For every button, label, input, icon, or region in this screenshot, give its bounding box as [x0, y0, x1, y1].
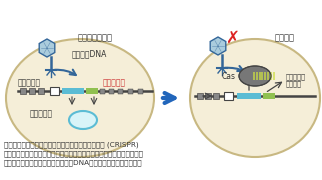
Bar	[264, 72, 266, 80]
Bar	[100, 89, 105, 93]
Bar	[128, 89, 133, 93]
Ellipse shape	[69, 111, 97, 129]
Bar	[118, 89, 123, 93]
Text: 感染阻害: 感染阻害	[275, 33, 295, 42]
Bar	[50, 87, 59, 95]
Bar	[273, 72, 275, 80]
Bar	[109, 89, 114, 93]
Bar	[261, 72, 263, 80]
Ellipse shape	[239, 66, 271, 86]
Bar	[237, 93, 261, 99]
Bar	[38, 88, 44, 94]
Bar	[138, 89, 143, 93]
Bar	[62, 88, 84, 94]
Bar	[256, 72, 258, 80]
Bar	[205, 93, 211, 99]
Text: 転写産物: 転写産物	[286, 81, 302, 87]
Bar	[20, 88, 26, 94]
Text: 宿主ゲノム: 宿主ゲノム	[18, 78, 41, 87]
Text: プラスミド: プラスミド	[30, 109, 53, 118]
Text: ラン藻や古細菌が有するウイルスに対する免疫機構 (CRISPR): ラン藻や古細菌が有するウイルスに対する免疫機構 (CRISPR)	[4, 142, 139, 148]
Text: スペーサー: スペーサー	[103, 78, 126, 87]
Polygon shape	[210, 37, 226, 55]
Bar	[259, 72, 260, 80]
Bar	[224, 92, 233, 100]
Bar	[29, 88, 35, 94]
Bar	[267, 72, 269, 80]
Bar	[263, 93, 275, 99]
Bar	[213, 93, 219, 99]
Text: ファージDNA: ファージDNA	[72, 50, 107, 59]
Text: 左：ファージ・プラスミド配列の一部をスペーサーとしてゲノムに獲得: 左：ファージ・プラスミド配列の一部をスペーサーとしてゲノムに獲得	[4, 151, 144, 157]
Text: 外来配列の記録: 外来配列の記録	[78, 33, 112, 42]
Text: Cas: Cas	[222, 71, 236, 80]
Bar	[253, 72, 255, 80]
Text: 右：スペーサー配列と一致する外来DNA分子を切断し，感染を阻害: 右：スペーサー配列と一致する外来DNA分子を切断し，感染を阻害	[4, 160, 143, 166]
Polygon shape	[39, 39, 55, 57]
Text: スペーサー: スペーサー	[286, 74, 306, 80]
Bar	[270, 72, 272, 80]
Ellipse shape	[6, 39, 154, 157]
Bar	[86, 88, 98, 94]
Text: ✗: ✗	[225, 29, 239, 47]
Ellipse shape	[190, 39, 320, 157]
Bar	[197, 93, 203, 99]
